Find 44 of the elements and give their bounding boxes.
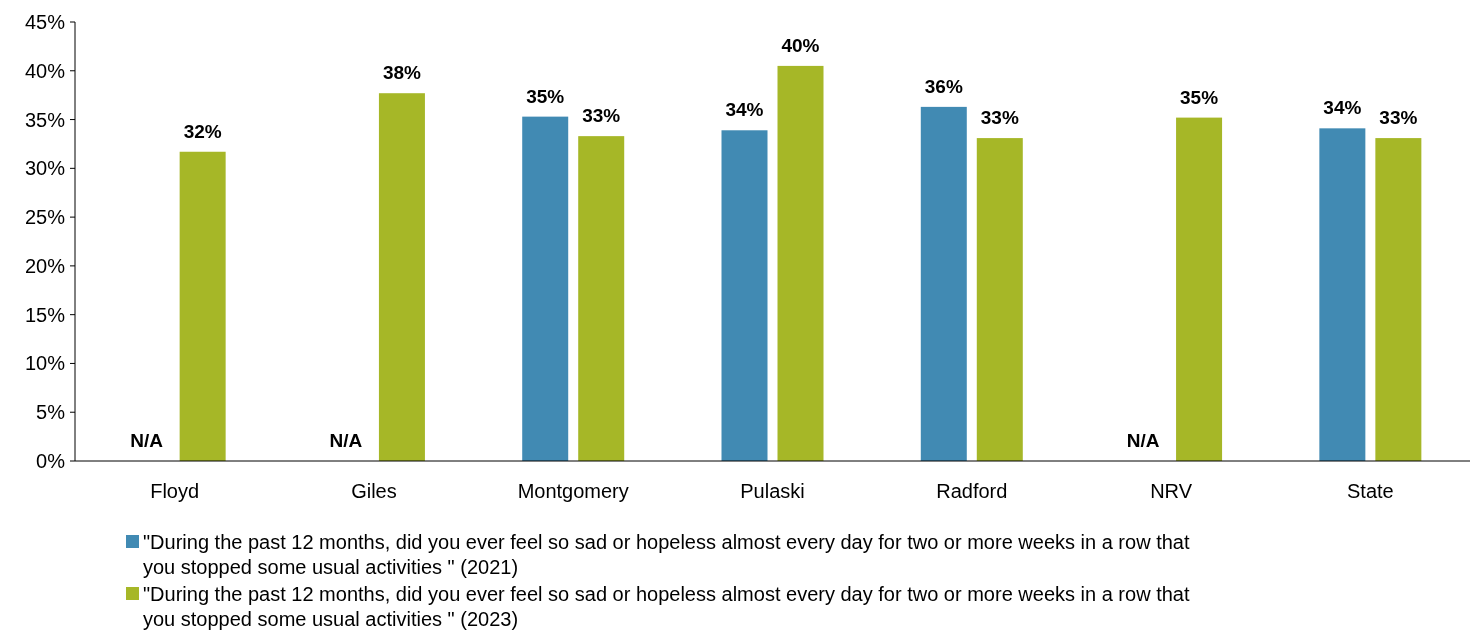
bar <box>578 136 625 461</box>
text: N/A <box>329 430 363 451</box>
bar <box>378 93 425 461</box>
x-tick-label: State <box>1347 480 1394 502</box>
y-tick-label: 30% <box>24 157 66 180</box>
bar <box>179 151 226 461</box>
data-label: 33% <box>980 107 1019 129</box>
data-label: 38% <box>382 62 422 84</box>
data-label: 35% <box>1180 86 1219 108</box>
data-label: 33% <box>582 105 621 127</box>
bar <box>1176 117 1223 461</box>
data-label: 34% <box>725 99 764 121</box>
data-label: 32% <box>183 120 222 142</box>
y-tick-label: 0% <box>36 450 66 472</box>
x-tick-label: Floyd <box>150 480 200 502</box>
text: N/A <box>130 430 164 451</box>
bar <box>920 106 967 461</box>
legend-label: "During the past 12 months, did you ever feel so sad or hopeless almost every day for two or more weeks in a row that you stopped some usual activities " (2021) <box>143 531 1190 578</box>
data-label: 35% <box>526 85 565 107</box>
y-tick-label: 5% <box>36 401 66 424</box>
y-tick-label: 45% <box>24 11 66 33</box>
data-label: 33% <box>1379 107 1418 129</box>
data-label: 34% <box>1323 97 1362 119</box>
bar <box>1375 138 1422 461</box>
y-tick-label: 25% <box>24 206 66 229</box>
y-tick-label: 40% <box>24 59 66 82</box>
legend-label: "During the past 12 months, did you ever feel so sad or hopeless almost every day for two or more weeks in a row that you stopped some usual activities " (2023) <box>143 583 1190 630</box>
y-tick-label: 15% <box>24 303 66 326</box>
x-tick-label: NRV <box>1150 480 1193 502</box>
y-tick-label: 10% <box>24 352 66 375</box>
data-label: 40% <box>781 34 820 56</box>
y-tick-label: 20% <box>24 254 66 277</box>
x-tick-label: Montgomery <box>517 480 629 502</box>
bar <box>1319 128 1366 461</box>
x-tick-label: Radford <box>936 480 1008 502</box>
bar <box>777 65 824 461</box>
text: N/A <box>1126 430 1160 451</box>
bar <box>976 138 1023 461</box>
y-tick-label: 35% <box>24 108 66 131</box>
x-tick-label: Pulaski <box>740 480 805 502</box>
data-label: 36% <box>924 75 963 97</box>
bar <box>522 116 569 461</box>
x-tick-label: Giles <box>351 480 397 502</box>
bar <box>721 130 768 461</box>
